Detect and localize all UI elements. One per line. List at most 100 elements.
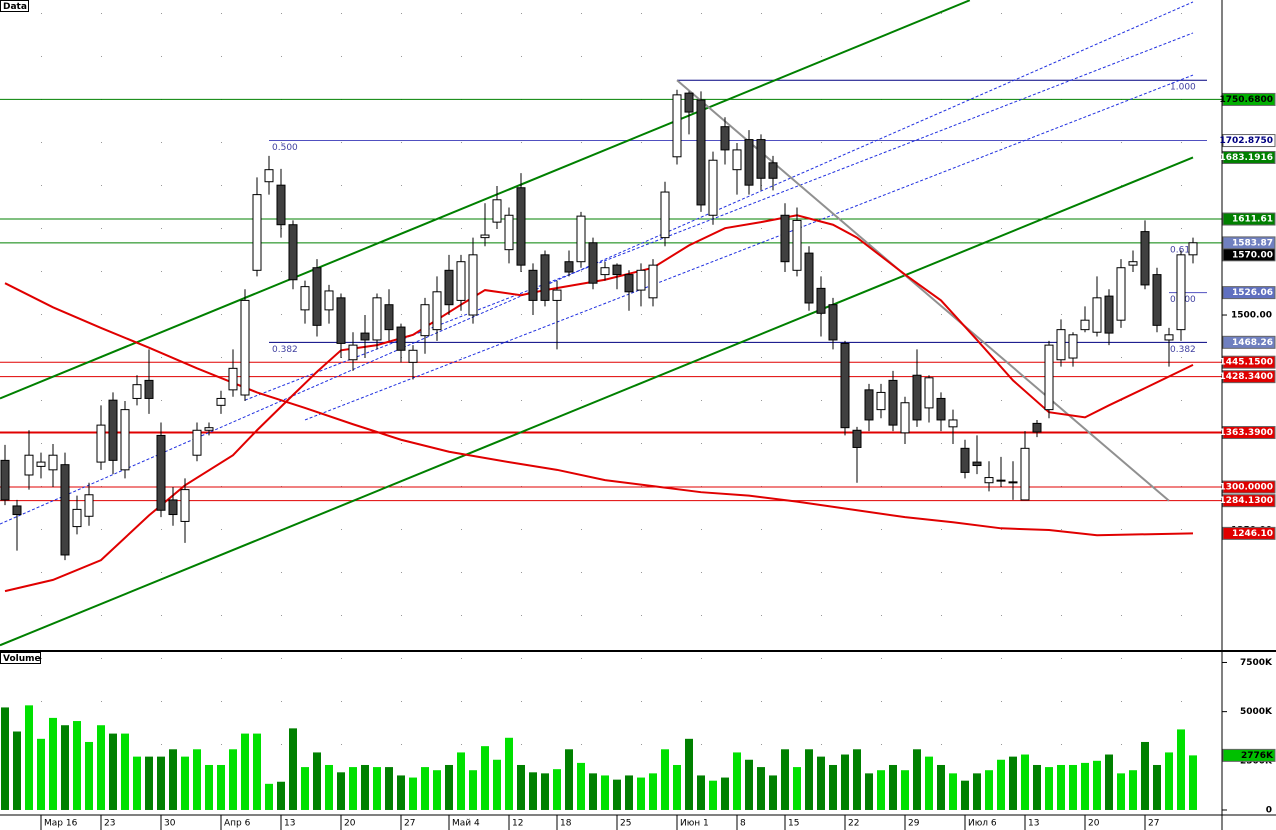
y-tick-label: 0 <box>1266 805 1272 815</box>
candle-body <box>264 169 274 183</box>
candle-body <box>900 402 910 434</box>
chart-title: Data <box>3 2 27 12</box>
volume-bar <box>229 749 237 810</box>
volume-bar <box>1153 764 1161 810</box>
volume-bar <box>205 764 213 810</box>
volume-bar <box>325 764 333 810</box>
level-label: 2776K <box>1241 751 1274 761</box>
candle-body <box>1056 329 1066 361</box>
volume-bar <box>757 767 765 810</box>
level-label: 1526.06 <box>1232 288 1273 298</box>
volume-bar <box>361 764 369 810</box>
volume-bar <box>13 731 21 810</box>
volume-bar <box>853 749 861 810</box>
candle-body <box>756 139 766 179</box>
candle-body <box>144 379 154 399</box>
candle-body <box>1176 254 1186 331</box>
x-tick-label: 27 <box>404 819 415 829</box>
candle-body <box>924 377 934 409</box>
volume-bar <box>181 756 189 810</box>
candle-body <box>372 297 382 341</box>
volume-bar <box>1021 754 1029 810</box>
candle-body <box>1140 231 1150 286</box>
candle-body <box>660 191 670 239</box>
grid <box>0 0 1222 650</box>
candle-body <box>876 391 886 411</box>
volume-bar <box>397 775 405 810</box>
volume-bar <box>913 749 921 810</box>
volume-bar <box>817 756 825 810</box>
candle-body <box>384 304 394 331</box>
candle-body <box>468 254 478 316</box>
candle-body <box>108 399 118 461</box>
volume-bar <box>577 762 585 810</box>
chart-title: Volume <box>3 654 41 664</box>
candle-body <box>252 194 262 271</box>
candle-body <box>324 290 334 311</box>
volume-bar <box>121 733 129 810</box>
candle-body <box>1152 274 1162 326</box>
volume-bar <box>649 773 657 810</box>
candle-body <box>348 344 358 361</box>
fib-label: 0.618 <box>1170 245 1196 255</box>
volume-bar <box>541 773 549 810</box>
candle-body <box>804 252 814 304</box>
candle-body <box>288 224 298 281</box>
volume-bar <box>409 777 417 810</box>
candle-body <box>516 187 526 266</box>
volume-bar <box>601 775 609 810</box>
volume-bar <box>841 754 849 810</box>
candle-body <box>312 267 322 326</box>
volume-bar <box>697 775 705 810</box>
candle-body <box>840 342 850 429</box>
candle-body <box>1080 319 1090 331</box>
candle-body <box>600 267 610 276</box>
volume-bar <box>265 783 273 810</box>
y-tick-label: 5000K <box>1240 707 1273 717</box>
candle-body <box>336 297 346 344</box>
volume-bar <box>901 770 909 810</box>
candle-body <box>24 454 34 476</box>
volume-bar <box>949 773 957 810</box>
volume-bar <box>37 738 45 810</box>
candle-body <box>648 264 658 299</box>
volume-bar <box>193 749 201 810</box>
candle-body <box>444 269 454 306</box>
level-label: 1468.26 <box>1232 338 1273 348</box>
candle-body <box>912 374 922 421</box>
candle-body <box>1128 261 1138 266</box>
volume-bar <box>433 770 441 810</box>
candle-body <box>624 274 634 293</box>
candle-body <box>432 291 442 331</box>
level-box <box>1222 248 1276 262</box>
volume-bar <box>805 749 813 810</box>
volume-bar <box>241 733 249 810</box>
candle-body <box>96 424 106 463</box>
volume-bar <box>1117 773 1125 810</box>
volume-bar <box>109 733 117 810</box>
volume-bar <box>1129 770 1137 810</box>
fib-label: 0.382 <box>272 345 298 355</box>
candle-body <box>636 269 646 291</box>
volume-bar <box>889 764 897 810</box>
candle-body <box>36 461 46 467</box>
volume-bar <box>157 756 165 810</box>
volume-bar <box>553 769 561 810</box>
candle-body <box>168 499 178 516</box>
candle-body <box>984 477 994 484</box>
volume-bar <box>1141 741 1149 810</box>
level-label: 1246.10 <box>1232 529 1273 539</box>
volume-bar <box>49 717 57 810</box>
level-box <box>1222 92 1276 106</box>
level-label: 1363.3900 <box>1219 428 1273 438</box>
level-box <box>1222 335 1276 349</box>
volume-bar <box>97 725 105 810</box>
volume-bar <box>301 767 309 810</box>
volume-bar <box>277 781 285 810</box>
volume-bar <box>1009 756 1017 810</box>
volume-bar <box>1081 762 1089 810</box>
candle-body <box>504 214 514 251</box>
candle-body <box>420 304 430 337</box>
volume-bar <box>469 770 477 810</box>
level-box <box>1222 748 1276 762</box>
